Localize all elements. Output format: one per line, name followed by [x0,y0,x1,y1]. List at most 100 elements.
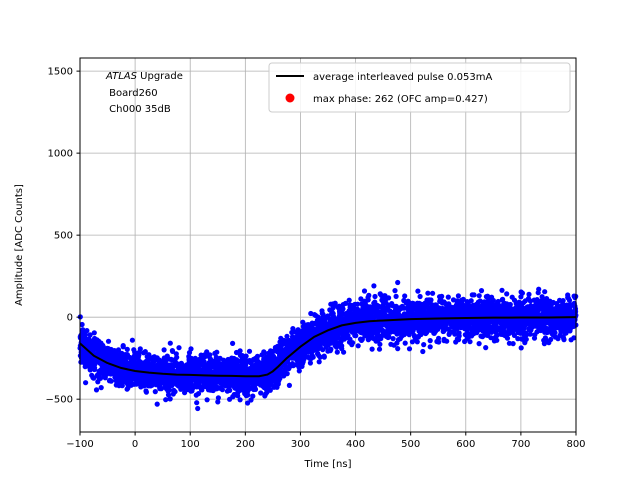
sample-point [560,334,566,340]
sample-point [560,298,566,304]
sample-point [511,297,518,303]
sample-point [427,307,433,313]
sample-point [402,340,408,346]
sample-point [417,293,423,300]
sample-point [566,311,572,317]
sample-point [499,312,505,318]
sample-point [298,361,304,367]
sample-point [402,293,408,299]
sample-point [110,358,116,364]
sample-point [197,377,203,383]
sample-point [365,336,371,343]
sample-point [434,338,440,345]
sample-point [416,325,422,331]
sample-point [392,288,398,294]
sample-point [158,361,165,367]
sample-point [210,369,216,376]
sample-point [565,305,571,311]
sample-point [193,360,199,366]
sample-point [391,342,397,348]
sample-point [251,386,257,393]
sample-point [406,346,413,352]
sample-point [386,334,392,340]
sample-point [86,355,92,361]
sample-point [327,316,333,322]
sample-point [414,339,420,345]
sample-point [409,339,415,345]
sample-point [307,355,313,361]
sample-point [361,311,367,317]
sample-point [169,357,175,363]
sample-point [395,346,401,352]
sample-point [462,325,468,331]
sample-point [118,377,124,384]
sample-point [98,385,104,391]
sample-point [535,290,541,296]
x-tick-label: 500 [401,439,420,450]
sample-point [476,341,482,347]
sample-point [542,289,548,295]
sample-point [319,310,325,317]
sample-point [215,399,221,405]
sample-point [397,336,403,342]
sample-point [342,326,348,332]
sample-point [381,300,387,306]
y-axis-label: Amplitude [ADC Counts] [14,184,25,306]
sample-point [336,303,342,309]
sample-point [194,400,200,406]
sample-point [421,342,427,348]
sample-point [372,293,378,300]
sample-point [458,318,464,324]
sample-point [321,354,327,360]
sample-point [528,327,534,333]
sample-point [360,329,366,335]
sample-point [427,338,433,344]
sample-point [178,382,184,388]
sample-point [320,347,326,353]
sample-point [328,340,334,346]
sample-point [141,350,147,356]
sample-point [514,302,520,308]
sample-point [565,292,571,298]
x-tick-label: −100 [66,439,93,450]
sample-point [324,339,330,346]
sample-point [508,309,514,315]
sample-point [187,361,193,367]
sample-point [87,367,93,373]
sample-point [548,336,554,343]
sample-point [88,359,94,365]
sample-point [161,347,167,353]
sample-point [300,323,306,330]
annotation-board: Board260 [106,88,158,99]
sample-point [81,359,87,365]
sample-point [358,315,364,321]
x-tick-label: 200 [236,439,255,450]
sample-point [216,360,222,366]
sample-point [339,317,345,323]
sample-point [371,335,377,342]
sample-point [152,375,158,381]
sample-point [79,321,85,328]
sample-point [166,386,172,393]
sample-point [93,387,100,393]
sample-point [460,296,466,302]
sample-point [456,330,462,336]
sample-point [429,302,435,308]
sample-point [215,395,221,401]
sample-point [117,356,123,362]
y-tick-label: 0 [67,313,73,324]
sample-point [477,326,483,332]
sample-point [405,327,411,333]
sample-point [332,340,338,346]
sample-point [97,360,103,366]
sample-point [346,297,352,303]
sample-point [318,326,324,332]
sample-point [545,326,552,332]
sample-point [201,359,207,365]
sample-point [91,375,97,381]
sample-point [345,317,351,323]
sample-point [361,288,368,294]
sample-point [450,297,457,303]
annotation-block: ATLAS Upgrade Board260 Ch000 35dB [105,71,183,115]
